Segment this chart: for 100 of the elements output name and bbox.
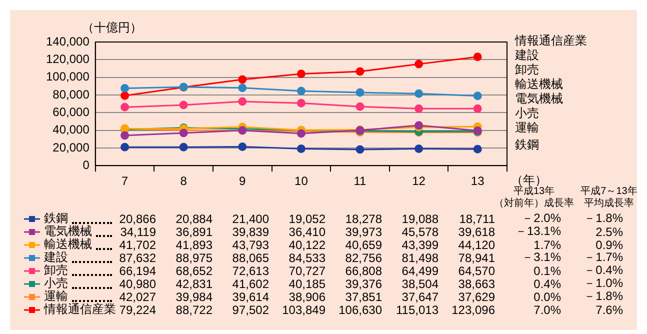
x-tick-label: 12: [412, 174, 426, 188]
data-label: 84,533: [288, 250, 326, 264]
text: （対前年）成長率: [493, 198, 575, 210]
data-label: 64,499: [400, 264, 438, 278]
x-tick-label: 10: [294, 174, 308, 188]
data-label: 36,891: [174, 224, 212, 238]
x-axis-title: （年）: [511, 172, 547, 187]
text: －1.8%: [582, 210, 623, 227]
data-label: 103,849: [281, 302, 326, 316]
data-label: 64,570: [457, 264, 495, 278]
data-label: 40,980: [118, 276, 156, 290]
data-label: 37,629: [457, 290, 495, 304]
data-label: 123,096: [450, 302, 495, 316]
data-label: 20,884: [174, 212, 212, 226]
y-tick-label: 0: [82, 158, 90, 172]
data-label: 39,839: [231, 224, 269, 238]
data-label: 40,122: [288, 238, 326, 252]
data-label: 88,065: [231, 250, 269, 264]
y-tick-label: 100,000: [46, 70, 90, 84]
data-label: 42,027: [118, 290, 156, 304]
text: 卸売: [515, 62, 539, 77]
text: 7.6%: [594, 302, 623, 316]
text: 0.9%: [594, 238, 623, 252]
data-label: 81,498: [400, 250, 438, 264]
data-label: 39,973: [344, 224, 382, 238]
y-tick-label: 120,000: [46, 52, 90, 66]
data-label: 66,808: [344, 264, 382, 278]
legend-label: 卸売: [44, 263, 68, 277]
data-label: 38,906: [288, 290, 326, 304]
text: 2.5%: [594, 224, 623, 238]
data-label: 37,851: [344, 290, 382, 304]
data-label: 34,119: [119, 224, 156, 238]
text: 輸送機械: [515, 77, 563, 92]
data-label: 43,399: [400, 238, 438, 252]
text: 0.4%: [532, 276, 561, 290]
legend-label: 建設: [44, 250, 68, 264]
x-tick-label: 8: [180, 174, 188, 188]
text: 小売: [515, 106, 539, 120]
data-label: 45,578: [400, 224, 438, 238]
y-tick-label: 60,000: [52, 104, 90, 119]
text: 情報通信産業: [515, 34, 587, 48]
y-tick-label: 140,000: [46, 34, 90, 48]
data-label: 39,614: [231, 290, 269, 304]
data-label: 115,013: [395, 302, 438, 316]
legend-label: 運輸: [44, 289, 68, 303]
data-label: 38,663: [457, 276, 495, 290]
y-tick-label: 20,000: [52, 140, 90, 154]
legend-label: 小売: [44, 276, 68, 290]
data-label: 41,702: [118, 238, 156, 252]
text: 電気機械: [515, 92, 563, 106]
data-label: 37,647: [400, 290, 438, 304]
x-tick-label: 9: [239, 174, 246, 188]
data-label: 38,504: [400, 276, 438, 290]
data-label: 36,410: [288, 224, 326, 238]
text: 平成7～13年: [580, 186, 638, 198]
text: 建設: [515, 48, 539, 62]
data-label: 40,185: [288, 276, 326, 290]
data-label: 39,984: [174, 290, 212, 304]
data-label: 18,278: [344, 212, 382, 226]
data-label: 78,941: [457, 250, 495, 264]
data-label: 87,632: [118, 250, 156, 264]
data-label: 43,793: [231, 238, 269, 252]
data-label: 79,224: [119, 302, 156, 316]
data-label: 97,502: [231, 302, 269, 316]
data-label: 44,120: [457, 238, 495, 252]
legend-label: 情報通信産業: [44, 302, 116, 318]
data-label: 20,866: [118, 212, 156, 226]
text: 7.0%: [532, 302, 561, 316]
text: 平成13年: [512, 186, 556, 198]
text: 0.1%: [532, 264, 561, 278]
data-label: 66,194: [118, 264, 156, 278]
data-label: 72,613: [231, 264, 269, 278]
x-tick-label: 11: [354, 174, 367, 188]
y-tick-label: 40,000: [52, 122, 90, 137]
data-label: 88,975: [174, 250, 212, 264]
x-tick-label: 7: [121, 174, 128, 188]
data-label: 21,400: [231, 212, 269, 226]
data-label: 88,722: [174, 302, 212, 316]
legend-label: 輸送機械: [44, 236, 92, 251]
text: －3.1%: [520, 250, 561, 266]
text: 1.7%: [532, 238, 561, 252]
legend-label: 鉄鋼: [44, 210, 68, 226]
data-label: 19,052: [288, 212, 326, 226]
data-label: 106,630: [338, 302, 382, 316]
data-label: 19,088: [400, 212, 438, 226]
text: 0.0%: [532, 290, 561, 304]
data-label: 70,727: [288, 264, 326, 278]
data-label: 40,659: [344, 238, 382, 252]
data-label: 82,756: [344, 250, 382, 264]
y-tick-label: 80,000: [52, 87, 90, 102]
text: 運輸: [515, 120, 539, 135]
x-tick-label: 13: [470, 174, 485, 188]
data-label: 41,893: [174, 238, 212, 252]
data-label: 39,618: [457, 224, 495, 238]
data-label: 68,652: [174, 264, 212, 278]
y-axis-title: （十億円）: [82, 20, 142, 34]
text: 鉄鋼: [515, 137, 539, 152]
data-label: 42,831: [174, 276, 212, 290]
data-label: 41,602: [231, 276, 269, 290]
data-label: 18,711: [458, 212, 495, 226]
